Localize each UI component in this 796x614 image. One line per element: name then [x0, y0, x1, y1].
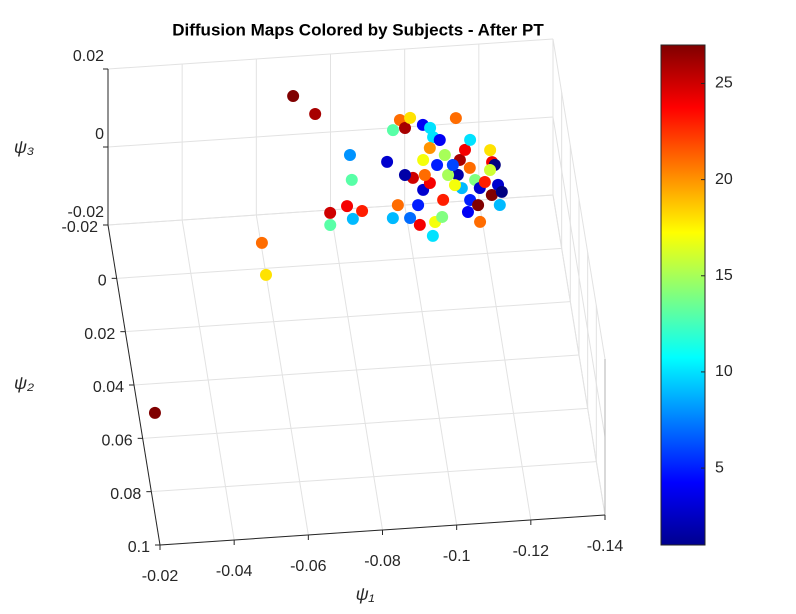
point — [404, 111, 417, 124]
grid-line — [552, 116, 606, 438]
point — [391, 199, 404, 212]
point — [442, 169, 455, 182]
point — [458, 143, 471, 156]
point — [437, 193, 450, 206]
point — [433, 134, 446, 146]
colorbar — [660, 44, 706, 546]
point — [423, 141, 436, 154]
colorbar-tick-label: 15 — [715, 267, 733, 284]
point — [478, 175, 491, 188]
x-tick-label: -0.12 — [513, 543, 550, 560]
point — [259, 268, 272, 281]
point — [463, 161, 476, 174]
point — [381, 155, 394, 168]
grid-line — [116, 247, 562, 279]
point — [495, 185, 508, 198]
colorbar-tick-label: 25 — [715, 75, 733, 92]
point — [413, 218, 426, 231]
grid-line — [125, 301, 571, 333]
y-tick-label: 0.04 — [93, 379, 124, 396]
point — [484, 164, 497, 177]
point — [448, 179, 461, 192]
point — [398, 168, 411, 181]
x-tick-label: -0.1 — [443, 548, 471, 565]
colorbar-tick-label: 5 — [715, 459, 724, 476]
point — [426, 229, 439, 242]
point — [449, 112, 462, 125]
grid-line — [107, 38, 554, 70]
point — [386, 124, 399, 137]
x-axis-label: ψ₁ — [356, 584, 375, 604]
y-tick-label: -0.02 — [62, 219, 99, 236]
point — [464, 133, 477, 146]
point — [417, 153, 430, 166]
y-axis-label: ψ₂ — [14, 373, 34, 393]
colorbar-tick-label: 20 — [715, 171, 733, 188]
y-tick-label: 0.02 — [84, 326, 115, 343]
point — [485, 188, 498, 201]
z-tick-label: 0.02 — [73, 48, 104, 65]
chart-title: Diffusion Maps Colored by Subjects - Aft… — [172, 20, 544, 39]
point — [148, 406, 161, 419]
colorbar-tick-label: 10 — [715, 363, 733, 380]
point — [418, 168, 431, 181]
point — [446, 159, 459, 171]
point — [255, 236, 268, 249]
grid-line — [133, 354, 580, 386]
y-tick-label: 0.08 — [110, 486, 141, 503]
point — [438, 149, 451, 162]
point — [309, 107, 322, 120]
point — [356, 205, 369, 218]
point — [461, 205, 474, 218]
x-tick-label: -0.14 — [587, 538, 624, 555]
point — [324, 219, 337, 232]
grid-line — [552, 194, 606, 516]
point — [324, 206, 337, 219]
grid-line — [151, 461, 597, 493]
point — [412, 199, 425, 212]
point — [345, 173, 358, 186]
point — [346, 212, 359, 225]
y-tick-label: 0.1 — [128, 539, 150, 556]
point — [424, 121, 437, 134]
x-tick-label: -0.06 — [290, 558, 327, 575]
x-tick-label: -0.08 — [364, 553, 401, 570]
point — [493, 198, 506, 211]
grid-line — [107, 116, 554, 148]
y-tick-label: 0 — [98, 273, 107, 290]
point — [472, 199, 485, 212]
point — [436, 210, 449, 223]
z-tick-label: 0 — [95, 126, 104, 143]
point — [341, 200, 354, 213]
point — [484, 144, 497, 157]
point — [431, 158, 444, 171]
y-tick-label: 0.06 — [102, 433, 133, 450]
point — [451, 168, 464, 181]
x-tick-label: -0.02 — [142, 568, 179, 585]
point — [398, 121, 411, 134]
point — [343, 148, 356, 161]
point — [404, 212, 417, 225]
point — [474, 215, 487, 228]
point — [287, 90, 300, 103]
grid-line — [142, 407, 588, 439]
z-axis-label: ψ₃ — [14, 137, 34, 157]
x-tick-label: -0.04 — [216, 563, 253, 580]
z-tick-label: -0.02 — [68, 204, 105, 221]
grid-line — [552, 38, 606, 360]
point — [386, 212, 399, 225]
